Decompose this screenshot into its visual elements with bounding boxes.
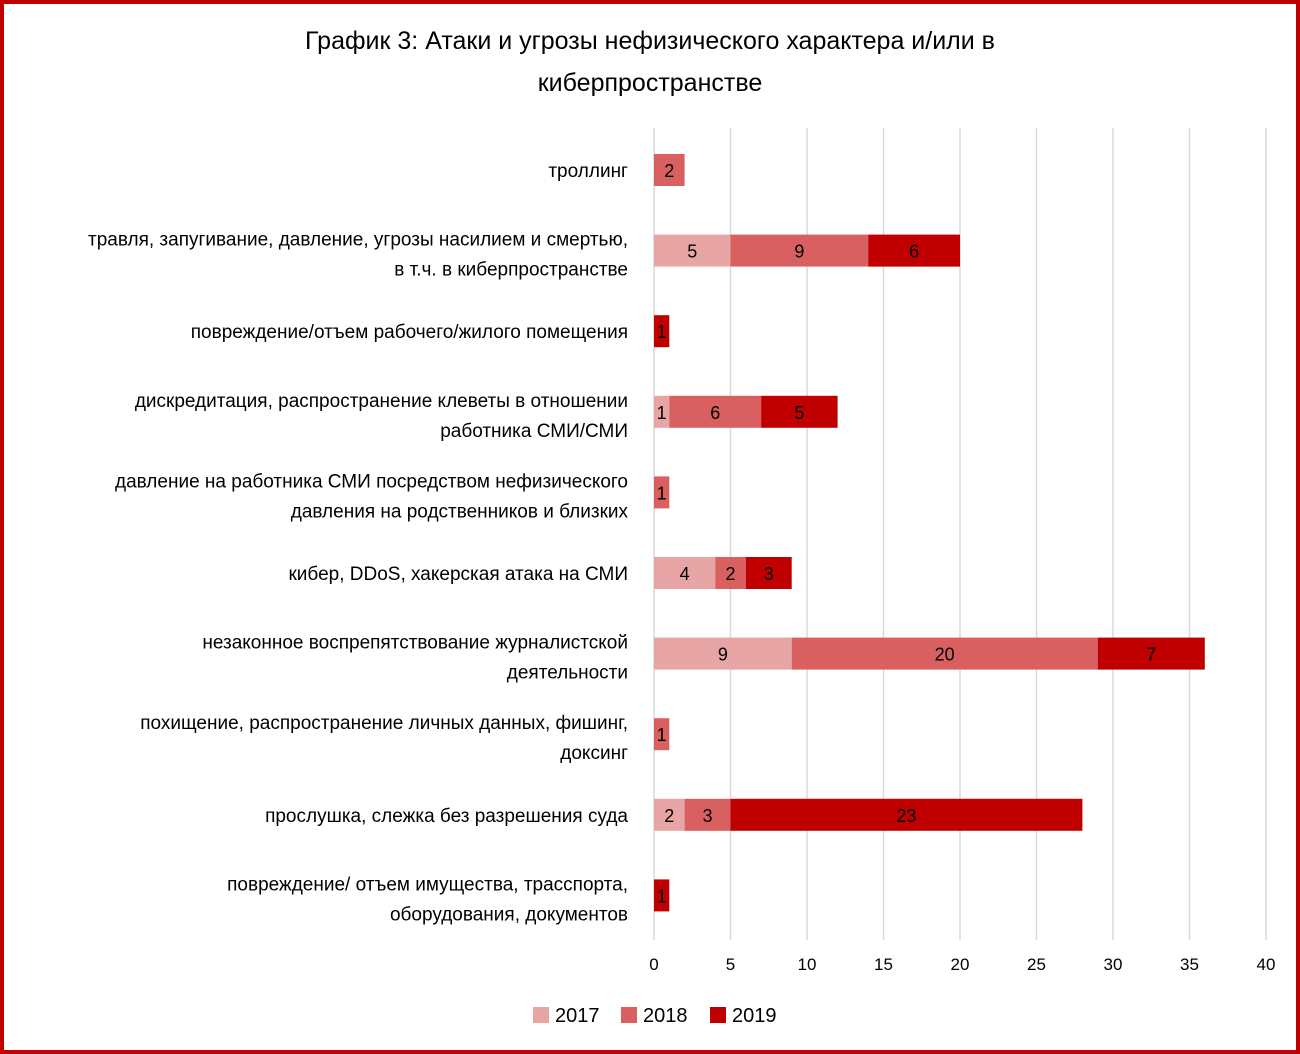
bar-segment-2017 (654, 798, 685, 831)
category-label: повреждение/ отъем имущества, трасспорта… (227, 874, 628, 925)
data-label: 5 (687, 242, 697, 262)
bar-segment-2019 (1097, 637, 1205, 670)
data-label: 2 (664, 161, 674, 181)
x-tick-label: 10 (798, 955, 817, 974)
data-label: 1 (657, 725, 667, 745)
data-label: 6 (710, 403, 720, 423)
legend-label: 2019 (732, 1005, 777, 1027)
bar-segment-2018 (730, 234, 869, 267)
data-label: 2 (725, 564, 735, 584)
bar-segment-2018 (654, 476, 670, 509)
bar-segment-2017 (654, 637, 792, 670)
x-tick-label: 5 (726, 955, 735, 974)
data-label: 5 (794, 403, 804, 423)
bar-segment-2019 (745, 557, 792, 589)
chart-title-line1: График 3: Атаки и угрозы нефизического х… (305, 27, 995, 55)
data-label: 9 (794, 242, 804, 262)
bar-segment-2018 (791, 637, 1098, 670)
category-label: дискредитация, распространение клеветы в… (135, 391, 628, 442)
legend-label: 2017 (555, 1005, 600, 1027)
data-label: 4 (680, 564, 690, 584)
category-label: повреждение/отъем рабочего/жилого помеще… (191, 322, 628, 343)
data-label: 1 (657, 886, 667, 906)
data-label: 20 (935, 645, 955, 665)
data-label: 1 (657, 403, 667, 423)
x-tick-label: 30 (1104, 955, 1123, 974)
data-label: 3 (703, 806, 713, 826)
data-label: 7 (1146, 645, 1156, 665)
category-label: кибер, DDoS, хакерская атака на СМИ (288, 564, 628, 585)
legend-swatch-2018 (621, 1007, 637, 1023)
bar-segment-2018 (684, 798, 731, 831)
bar-segment-2018 (669, 395, 762, 428)
x-tick-label: 35 (1180, 955, 1199, 974)
x-tick-label: 40 (1257, 955, 1276, 974)
legend-swatch-2017 (533, 1007, 549, 1023)
bar-segment-2018 (654, 154, 685, 186)
data-label: 3 (764, 564, 774, 584)
category-label: травля, запугивание, давление, угрозы на… (88, 230, 628, 281)
bar-segment-2019 (654, 315, 670, 348)
category-label: давление на работника СМИ посредством не… (115, 471, 629, 522)
bar-segment-2017 (654, 395, 670, 428)
data-label: 6 (909, 242, 919, 262)
category-label: прослушка, слежка без разрешения суда (265, 806, 628, 827)
bar-segment-2019 (868, 234, 960, 267)
data-label: 2 (664, 806, 674, 826)
data-label: 9 (718, 645, 728, 665)
x-tick-label: 15 (874, 955, 893, 974)
category-label: похищение, распространение личных данных… (140, 713, 628, 764)
category-label: троллинг (548, 161, 628, 182)
bar-segment-2019 (761, 395, 838, 428)
category-label: незаконное воспрепятствование журналистс… (202, 633, 628, 684)
bar-segment-2017 (654, 557, 716, 589)
legend-swatch-2019 (710, 1007, 726, 1023)
x-tick-label: 0 (649, 955, 658, 974)
bar-segment-2018 (715, 557, 746, 589)
legend-label: 2018 (643, 1005, 688, 1027)
x-tick-label: 25 (1027, 955, 1046, 974)
data-label: 1 (657, 483, 667, 503)
x-tick-label: 20 (951, 955, 970, 974)
bar-segment-2018 (654, 718, 670, 751)
bar-segment-2017 (654, 234, 731, 267)
bar-segment-2019 (654, 879, 670, 912)
chart-title-line2: киберпространстве (537, 69, 763, 97)
data-label: 23 (896, 806, 916, 826)
bar-segment-2019 (730, 798, 1083, 831)
data-label: 1 (657, 322, 667, 342)
